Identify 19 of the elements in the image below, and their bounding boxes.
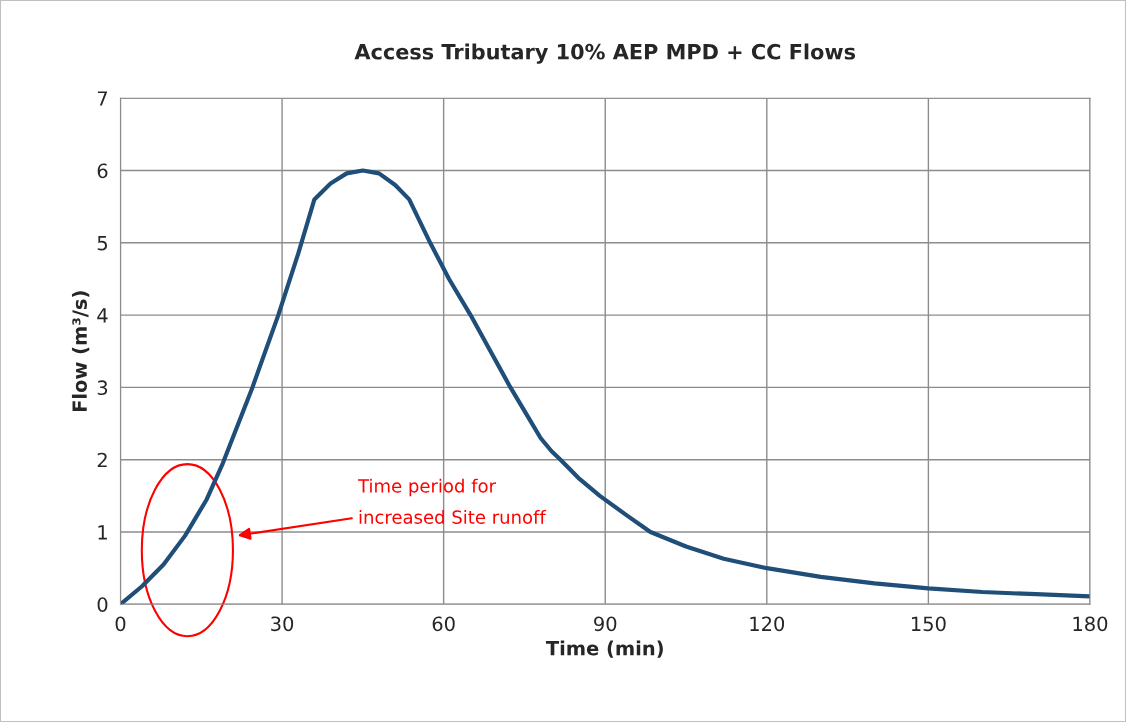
x-tick-label: 0	[115, 616, 126, 632]
y-tick-label: 7	[97, 91, 108, 106]
x-tick-label: 180	[1073, 616, 1108, 632]
y-tick-label: 5	[97, 236, 107, 251]
y-axis-title: Flow (m³/s)	[71, 291, 90, 412]
annotation: Time period for increased Site runoff	[357, 478, 547, 524]
x-axis-title: Time (min)	[545, 640, 663, 658]
y-tick-label: 6	[97, 163, 108, 179]
x-tick-label: 60	[432, 616, 455, 632]
x-tick-label: 120	[750, 616, 785, 632]
y-tick-label: 3	[97, 380, 108, 396]
y-tick-label: 0	[97, 597, 108, 612]
y-tick-label: 2	[97, 452, 107, 468]
x-tick-label: 30	[271, 616, 294, 632]
x-tick-label: 90	[594, 616, 617, 632]
x-tick-label: 150	[911, 616, 946, 632]
y-tick-label: 4	[97, 308, 108, 323]
chart-title: Access Tributary 10% AEP MPD + CC Flows	[354, 43, 856, 64]
y-tick-label: 1	[98, 525, 107, 540]
